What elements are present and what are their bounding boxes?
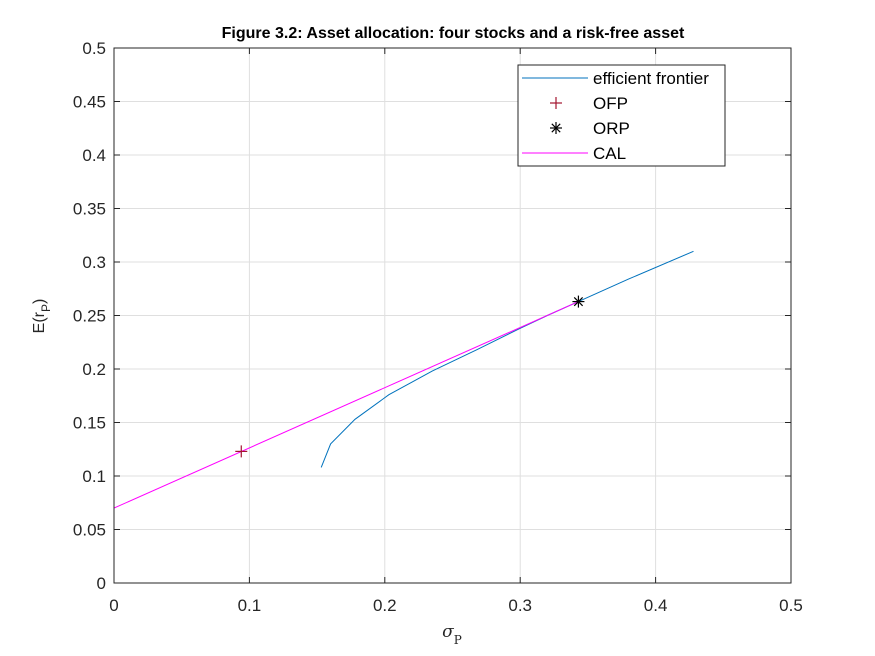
y-tick-label: 0.05: [73, 521, 106, 540]
legend-label-cal: CAL: [593, 144, 626, 163]
y-axis-label: E(rP): [31, 299, 53, 334]
y-tick-label: 0.45: [73, 93, 106, 112]
legend: efficient frontier OFP ORP CAL: [517, 64, 726, 167]
y-tick-label: 0.35: [73, 200, 106, 219]
y-tick-label: 0.5: [82, 39, 106, 58]
legend-label-orp: ORP: [593, 119, 630, 138]
legend-label-ofp: OFP: [593, 94, 628, 113]
y-tick-label: 0.1: [82, 467, 106, 486]
legend-label-efficient-frontier: efficient frontier: [593, 69, 709, 88]
marker-ofp: [235, 445, 248, 458]
x-tick-label: 0.4: [644, 596, 668, 615]
y-tick-label: 0: [97, 574, 106, 593]
x-axis-label-sub: P: [454, 633, 462, 647]
series-line-efficient-frontier: [320, 250, 694, 468]
x-tick-label: 0.3: [508, 596, 532, 615]
marker-orp-d2: [573, 296, 584, 307]
y-axis-label-main: E(r: [31, 311, 48, 333]
x-axis-label-main: σ: [442, 622, 454, 642]
y-axis-label-close: ): [31, 299, 48, 304]
x-tick-label: 0.5: [779, 596, 803, 615]
legend-swatch-orp: [550, 122, 562, 134]
y-tick-label: 0.15: [73, 414, 106, 433]
series: [113, 250, 694, 509]
x-tick-label: 0: [109, 596, 118, 615]
y-tick-label: 0.2: [82, 360, 106, 379]
chart-title: Figure 3.2: Asset allocation: four stock…: [222, 25, 685, 42]
series-line-cal: [113, 301, 579, 509]
x-axis-label: σP: [442, 622, 462, 647]
grid: [114, 48, 791, 583]
y-tick-label: 0.25: [73, 307, 106, 326]
ticks: 0 0.1 0.2 0.3 0.4 0.5 0 0.05 0.1 0.15 0.2 0.25 0.3 0.…: [73, 39, 803, 615]
x-tick-label: 0.1: [238, 596, 262, 615]
y-tick-label: 0.3: [82, 253, 106, 272]
legend-box: [517, 64, 726, 167]
legend-swatch-ofp: [550, 97, 562, 109]
y-axis-label-sub: P: [39, 304, 53, 312]
y-tick-label: 0.4: [82, 146, 106, 165]
x-tick-label: 0.2: [373, 596, 397, 615]
marker-orp: [572, 295, 585, 308]
